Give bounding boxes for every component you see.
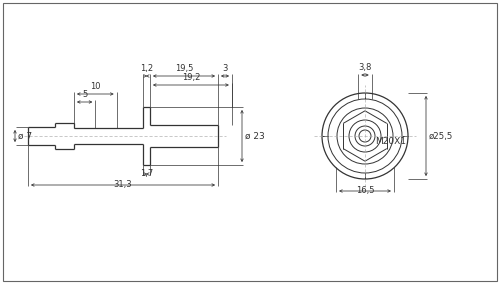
Text: ø25,5: ø25,5 — [429, 131, 454, 141]
Text: ø 23: ø 23 — [245, 131, 265, 141]
Text: ø 7: ø 7 — [18, 131, 32, 141]
Text: 1,7: 1,7 — [140, 169, 153, 178]
Text: 19,5: 19,5 — [175, 64, 193, 73]
Text: 19,2: 19,2 — [182, 73, 200, 82]
Text: M20X1: M20X1 — [375, 137, 406, 147]
Text: 5: 5 — [82, 90, 87, 99]
Text: 31,3: 31,3 — [114, 180, 132, 189]
Text: 10: 10 — [90, 82, 101, 91]
Text: 3,8: 3,8 — [358, 63, 372, 72]
Text: 1,2: 1,2 — [140, 64, 153, 73]
Text: 3: 3 — [222, 64, 228, 73]
Text: 16,5: 16,5 — [356, 186, 374, 195]
